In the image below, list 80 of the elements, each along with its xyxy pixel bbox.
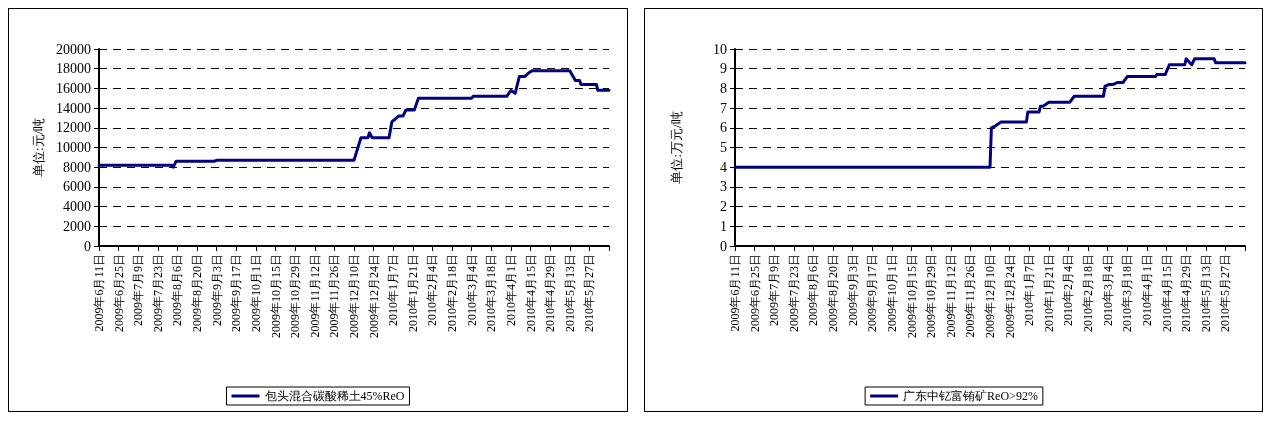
y-tick-label: 12000 [56,120,91,136]
y-axis-title: 单位:万元/吨 [668,111,684,184]
x-tick-label: 2009年10月15日 [904,254,919,338]
x-tick-label: 2009年9月17日 [864,254,879,332]
y-tick-label: 0 [84,238,91,254]
x-tick-label: 2010年5月27日 [582,254,597,332]
x-tick-label: 2009年7月23日 [786,254,801,332]
x-tick-label: 2010年4月15日 [1159,254,1174,332]
y-tick-label: 16000 [56,80,91,96]
y-tick-label: 10 [712,41,727,57]
x-tick-label: 2009年12月10日 [347,254,361,338]
x-tick-label: 2009年12月10日 [982,254,997,338]
x-tick-label: 2009年8月20日 [825,254,840,332]
x-tick-label: 2010年5月13日 [562,254,577,332]
legend-label: 包头混合碳酸稀土45%ReO [264,389,405,403]
legend-label: 广东中钇富铕矿ReO>92% [902,389,1038,403]
x-tick-label: 2009年12月24日 [366,254,381,338]
x-tick-label: 2010年4月15日 [523,254,538,332]
x-tick-label: 2009年8月20日 [190,254,205,332]
y-tick-label: 6 [719,120,727,136]
x-tick-label: 2010年1月7日 [1021,254,1036,326]
x-tick-label: 2010年1月7日 [386,254,401,326]
x-tick-label: 2009年10月29日 [923,254,938,338]
x-tick-label: 2010年3月4日 [464,254,479,326]
x-tick-label: 2010年3月4日 [1100,254,1115,326]
x-tick-label: 2009年6月11日 [92,254,106,332]
y-tick-label: 5 [719,140,727,155]
y-tick-label: 0 [719,238,727,254]
y-tick-label: 2 [719,199,727,215]
x-tick-label: 2009年6月25日 [747,254,762,332]
x-tick-label: 2009年7月9日 [131,254,146,326]
x-tick-label: 2009年11月12日 [943,254,958,338]
x-tick-label: 2010年2月18日 [1080,254,1095,332]
x-tick-label: 2009年11月26日 [327,254,342,338]
y-tick-label: 14000 [56,100,91,116]
y-tick-label: 3 [719,179,727,195]
y-tick-label: 4 [719,159,727,175]
y-tick-label: 6000 [63,179,91,195]
y-tick-label: 10000 [56,140,91,155]
x-tick-label: 2009年10月1日 [884,254,899,332]
y-tick-label: 8000 [63,159,91,175]
y-tick-label: 8 [719,80,727,96]
y-tick-label: 9 [719,61,727,77]
y-tick-label: 20000 [56,41,91,57]
x-tick-label: 2009年6月11日 [727,254,742,332]
x-tick-label: 2009年9月3日 [209,254,224,326]
x-tick-label: 2010年4月29日 [1178,254,1193,332]
x-tick-label: 2010年2月4日 [1060,254,1075,326]
x-tick-label: 2010年5月27日 [1217,254,1232,332]
x-tick-label: 2009年10月15日 [268,254,283,338]
x-tick-label: 2009年9月3日 [845,254,860,326]
x-tick-label: 2010年1月21日 [405,254,420,332]
x-tick-label: 2010年5月13日 [1198,254,1213,332]
x-tick-label: 2009年9月17日 [229,254,244,332]
x-tick-label: 2010年3月18日 [484,254,499,332]
line-series [733,57,1246,169]
y-tick-label: 18000 [56,61,91,77]
x-tick-label: 2010年4月1日 [1139,254,1154,326]
x-tick-label: 2009年10月29日 [288,254,303,338]
y-tick-label: 7 [719,100,727,116]
x-tick-label: 2009年10月1日 [248,254,263,332]
x-tick-label: 2010年4月29日 [543,254,558,332]
x-tick-label: 2009年7月23日 [150,254,165,332]
x-tick-label: 2009年6月25日 [111,254,126,332]
x-tick-label: 2010年4月1日 [503,254,518,326]
x-tick-label: 2010年1月21日 [1041,254,1056,332]
line-series [97,69,611,169]
y-tick-label: 2000 [63,218,91,234]
y-tick-label: 4000 [63,199,91,215]
x-tick-label: 2010年3月18日 [1119,254,1134,332]
x-tick-label: 2009年8月6日 [170,254,185,326]
x-tick-label: 2009年8月6日 [805,254,820,326]
x-tick-label: 2009年11月26日 [962,254,977,338]
x-tick-label: 2009年7月9日 [766,254,781,326]
y-axis-title: 单位:元/吨 [31,117,47,178]
x-tick-label: 2009年11月12日 [307,254,322,338]
y-tick-label: 1 [719,218,727,234]
x-tick-label: 2009年12月24日 [1002,254,1017,338]
x-tick-label: 2010年2月18日 [445,254,460,332]
x-tick-label: 2010年2月4日 [425,254,440,326]
